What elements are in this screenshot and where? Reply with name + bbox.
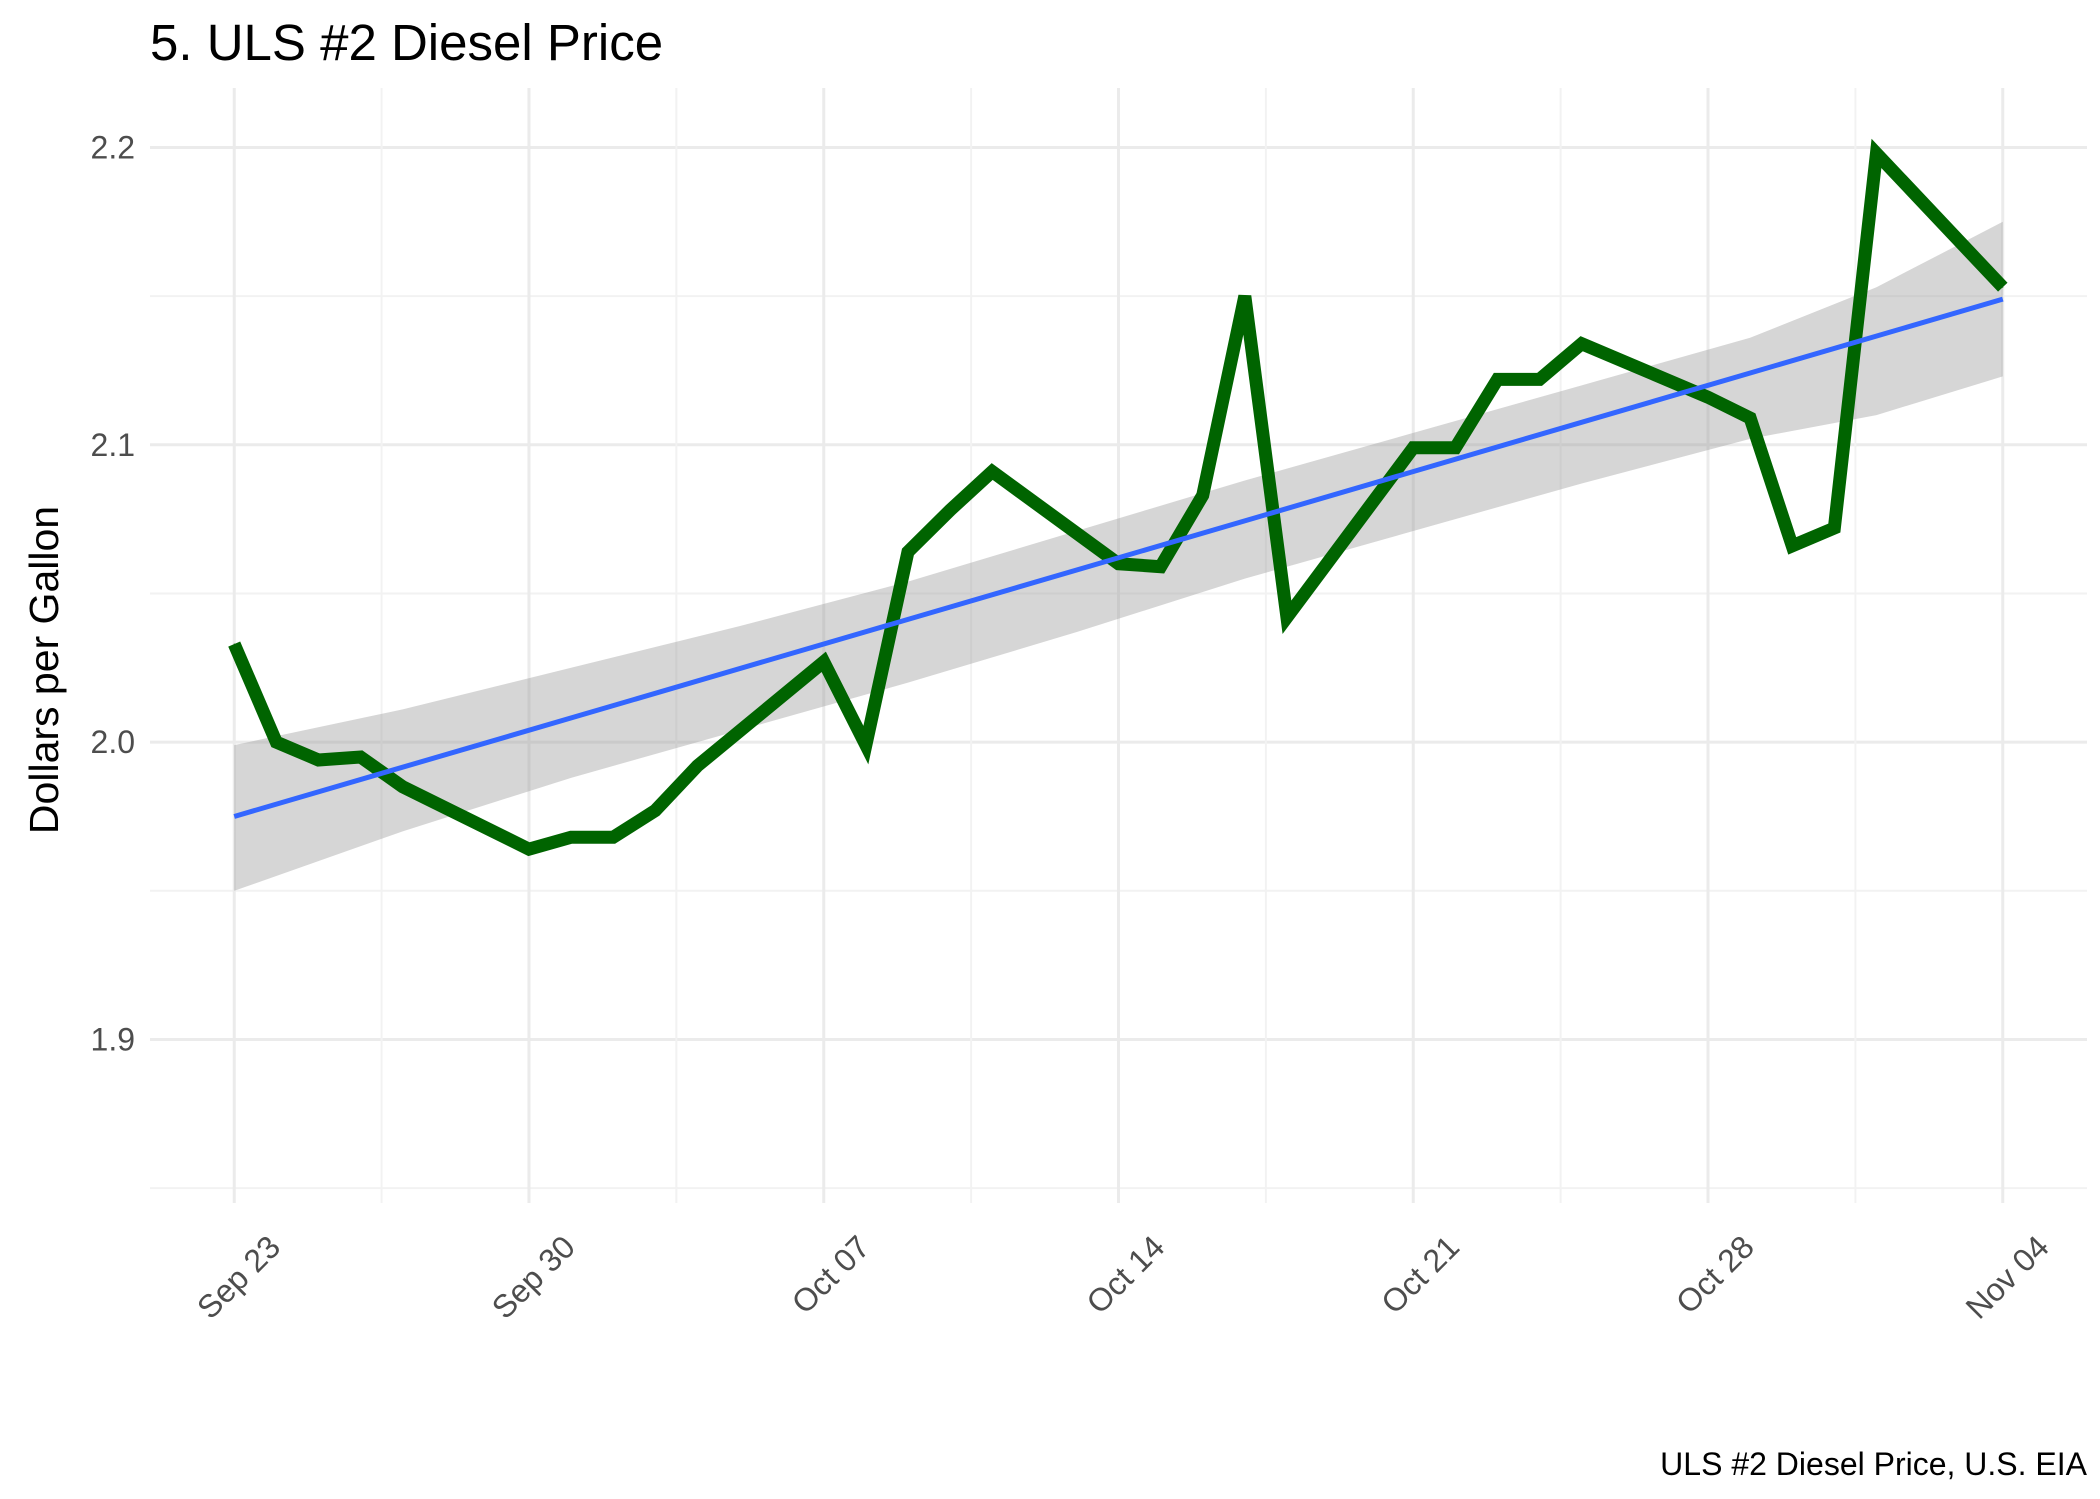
data-point <box>1539 378 1541 380</box>
y-axis-ticks: 1.9 2.0 2.1 2.2 <box>91 129 135 1057</box>
data-point <box>402 786 404 788</box>
data-point <box>612 836 614 838</box>
series-layer <box>228 138 2008 857</box>
x-axis-ticks: Sep 23 Sep 30 Oct 07 Oct 14 Oct 21 Oct 28 Nov … <box>190 1228 2056 1325</box>
data-point <box>1749 417 1751 419</box>
data-point <box>991 471 993 473</box>
trend-layer <box>233 296 2004 819</box>
data-point <box>360 756 362 758</box>
x-tick-label: Sep 23 <box>190 1228 287 1325</box>
x-tick-label: Oct 14 <box>1079 1228 1171 1320</box>
y-tick-label: 2.0 <box>91 724 135 760</box>
data-point <box>1412 447 1414 449</box>
data-point <box>1244 295 1246 297</box>
data-point <box>317 759 319 761</box>
chart-title: 5. ULS #2 Diesel Price <box>150 14 663 71</box>
data-point <box>570 836 572 838</box>
data-point <box>1286 616 1288 618</box>
data-point <box>1875 152 1877 154</box>
x-tick-label: Nov 04 <box>1959 1228 2056 1325</box>
data-point <box>233 643 235 645</box>
y-tick-label: 2.1 <box>91 427 135 463</box>
data-point <box>1791 545 1793 547</box>
y-axis-label: Dollars per Gallon <box>21 506 67 834</box>
plot-panel <box>150 88 2087 1203</box>
data-point <box>1454 447 1456 449</box>
data-point <box>823 661 825 663</box>
y-tick-label: 1.9 <box>91 1021 135 1057</box>
chart-caption: ULS #2 Diesel Price, U.S. EIA <box>1660 1446 2087 1482</box>
x-tick-label: Oct 28 <box>1669 1228 1761 1320</box>
data-point <box>654 810 656 812</box>
data-point <box>1160 566 1162 568</box>
data-point <box>1707 396 1709 398</box>
x-tick-label: Oct 07 <box>785 1228 877 1320</box>
data-point <box>275 741 277 743</box>
data-point <box>1581 343 1583 345</box>
data-point <box>1833 527 1835 529</box>
y-tick-label: 2.2 <box>91 129 135 165</box>
x-tick-label: Oct 21 <box>1374 1228 1466 1320</box>
data-point <box>1118 563 1119 565</box>
data-point <box>907 551 909 553</box>
trend-line <box>233 296 2004 819</box>
data-point <box>2002 286 2004 288</box>
data-point <box>1496 378 1498 380</box>
data-point <box>696 765 698 767</box>
x-tick-label: Sep 30 <box>485 1228 582 1325</box>
data-point <box>949 509 951 511</box>
data-point <box>1202 494 1204 496</box>
data-point <box>528 848 530 850</box>
grid-lines <box>150 88 2087 1203</box>
data-point <box>865 744 867 746</box>
